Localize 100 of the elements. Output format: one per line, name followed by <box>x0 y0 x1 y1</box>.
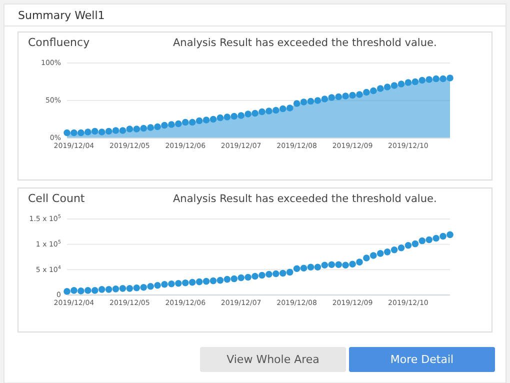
point <box>112 286 120 292</box>
point <box>279 105 286 112</box>
point <box>202 278 210 285</box>
point <box>175 120 182 128</box>
point <box>202 116 210 124</box>
point <box>272 270 280 278</box>
chart-title: Cell Count <box>28 192 86 205</box>
point <box>370 252 377 259</box>
point <box>140 284 147 291</box>
point <box>321 96 328 102</box>
point <box>238 274 244 282</box>
point <box>376 85 384 92</box>
point <box>404 242 412 249</box>
point <box>418 76 426 84</box>
text: Summary Well1 <box>18 9 105 22</box>
point <box>78 288 84 294</box>
point <box>398 80 405 88</box>
point <box>147 282 154 290</box>
point <box>216 114 224 122</box>
point <box>70 287 78 294</box>
point <box>140 124 147 132</box>
point <box>426 236 433 244</box>
point <box>258 272 266 279</box>
point <box>188 278 196 286</box>
point <box>370 87 377 94</box>
point <box>412 240 419 248</box>
point <box>91 287 98 294</box>
point <box>293 265 300 272</box>
point <box>314 264 322 271</box>
point <box>412 78 419 86</box>
point <box>175 280 182 287</box>
point <box>119 285 126 292</box>
point <box>342 262 349 269</box>
point <box>112 127 120 134</box>
point <box>286 104 294 112</box>
point <box>133 126 140 132</box>
point <box>293 100 300 107</box>
point <box>147 124 154 131</box>
point <box>64 129 70 136</box>
point <box>446 231 454 238</box>
point <box>432 234 440 242</box>
point <box>70 129 78 136</box>
point <box>363 254 370 262</box>
point <box>230 112 238 120</box>
point <box>384 84 391 90</box>
point <box>314 97 322 104</box>
point <box>328 261 336 268</box>
chart-title: Confluency <box>28 36 90 49</box>
point <box>272 106 280 114</box>
point <box>328 94 336 101</box>
point <box>64 288 70 295</box>
point <box>440 75 446 82</box>
point <box>300 98 308 106</box>
point <box>384 248 391 256</box>
point <box>182 279 189 286</box>
point <box>321 262 328 269</box>
point <box>404 79 412 86</box>
point <box>182 118 189 126</box>
point <box>161 122 168 129</box>
point <box>335 93 342 100</box>
point <box>91 128 98 135</box>
chart-subtitle: Analysis Result has exceeded the threshold value. <box>173 37 437 49</box>
point <box>376 250 384 257</box>
point <box>266 108 272 114</box>
point <box>188 118 196 126</box>
primary-button: More Detail <box>349 347 495 372</box>
point <box>342 92 349 100</box>
point <box>349 92 356 99</box>
point <box>119 127 126 134</box>
point <box>307 98 314 105</box>
point <box>440 232 446 240</box>
point <box>161 280 168 288</box>
point <box>307 264 314 271</box>
point <box>349 260 356 268</box>
secondary-button: View Whole Area <box>200 347 346 372</box>
point <box>154 123 161 130</box>
point <box>210 116 217 123</box>
point <box>98 128 106 136</box>
point <box>300 264 308 272</box>
point <box>238 112 244 119</box>
point <box>105 286 112 293</box>
point <box>216 276 224 284</box>
point <box>105 128 112 135</box>
point <box>133 284 140 292</box>
point <box>244 274 252 281</box>
chart-subtitle: Analysis Result has exceeded the threshold value. <box>173 193 437 205</box>
point <box>78 129 84 136</box>
point <box>196 117 203 124</box>
point <box>126 126 134 132</box>
point <box>286 268 294 276</box>
point <box>266 270 272 278</box>
point <box>390 246 398 254</box>
point <box>398 244 405 252</box>
point <box>432 75 440 82</box>
point <box>356 258 363 266</box>
point <box>126 285 134 292</box>
point <box>279 270 286 277</box>
point <box>168 121 175 128</box>
point <box>418 237 426 244</box>
point <box>154 282 161 289</box>
